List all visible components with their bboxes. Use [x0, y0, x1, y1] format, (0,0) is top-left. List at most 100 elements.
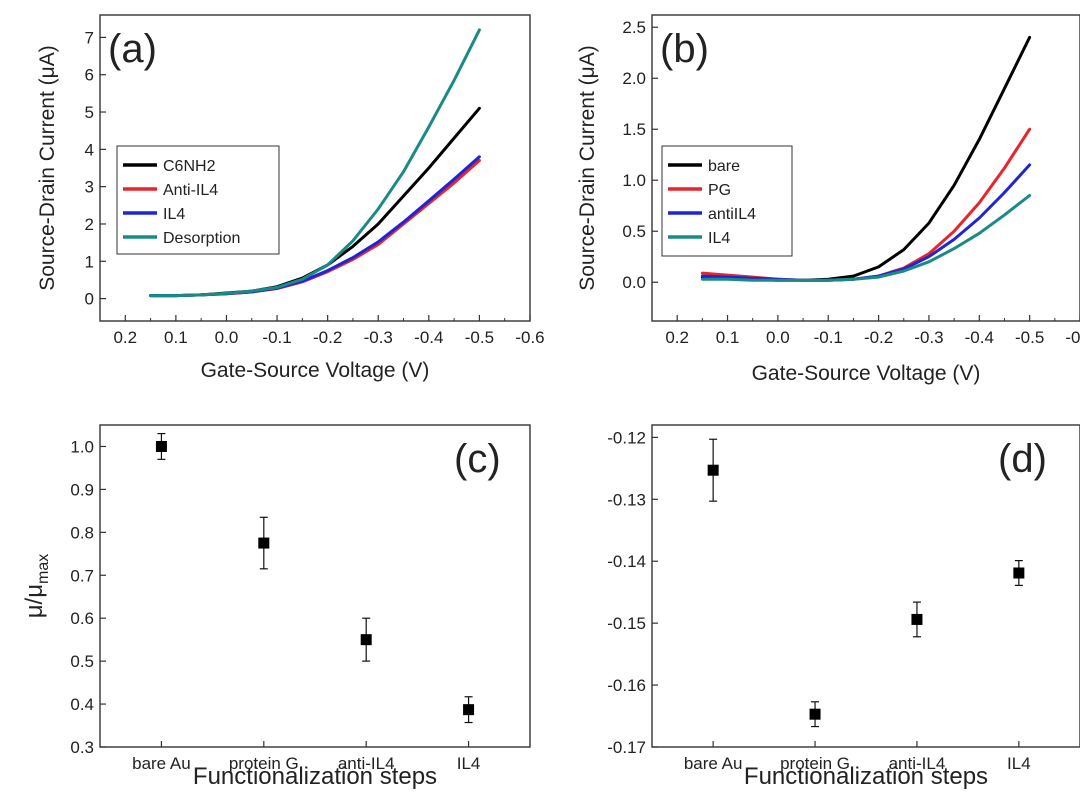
panel-c-points: [155, 432, 475, 724]
panel-d-xlabel: Functionalization steps: [744, 763, 988, 790]
y-tick-label: 3: [85, 178, 94, 197]
x-tick-label: -0.4: [965, 328, 994, 347]
y-tick-label: 0.5: [70, 652, 94, 671]
x-tick-label: -0.4: [414, 328, 443, 347]
x-tick-label: -0.3: [364, 328, 393, 347]
y-tick-label: 0.0: [622, 273, 646, 292]
x-tick-label: 0.2: [113, 328, 137, 347]
x-tick-label: protein G: [229, 754, 299, 773]
x-tick-label: IL4: [1007, 754, 1031, 773]
y-tick-label: 0: [85, 290, 94, 309]
panel-a-legend: C6NH2 Anti-IL4 IL4 Desorption: [123, 158, 240, 247]
panel-b-series: [700, 35, 1032, 282]
panel-d-ticks: bare Au protein G anti-IL4 IL4 -0.12 -0.13 -0.…: [607, 428, 1030, 773]
y-tick-label: 0.3: [70, 738, 94, 757]
legend-label: IL4: [163, 206, 185, 223]
legend-label: bare: [708, 158, 740, 175]
panel-a-xlabel: Gate-Source Voltage (V): [201, 359, 430, 382]
x-tick-label: IL4: [457, 754, 481, 773]
legend-label: antiIL4: [708, 206, 756, 223]
panel-a: 0.2 0.1 0.0 -0.1 -0.2 -0.3 -0.4 -0.5 -0.6 0 1 2 3 4 5 6…: [36, 14, 545, 382]
y-tick-label: -0.16: [607, 676, 646, 695]
data-point: [911, 613, 923, 625]
x-tick-label: -0.5: [1015, 328, 1044, 347]
panel-b-legend: bare PG antiIL4 IL4: [668, 158, 756, 247]
panel-b-frame: [651, 14, 1080, 322]
y-tick-label: 5: [85, 103, 94, 122]
y-tick-label: 0.4: [70, 695, 94, 714]
data-point: [155, 440, 167, 452]
x-tick-label: -0.2: [313, 328, 342, 347]
panel-b-label: (b): [660, 27, 709, 71]
legend-label: IL4: [708, 230, 730, 247]
y-tick-label: 7: [85, 28, 94, 47]
x-tick-label: protein G: [780, 754, 850, 773]
data-point: [809, 708, 821, 720]
x-tick-label: -0.6: [515, 328, 544, 347]
panel-a-series: [149, 28, 481, 298]
y-tick-label: 1.0: [70, 437, 94, 456]
x-tick-label: -0.1: [814, 328, 843, 347]
y-tick-label: -0.15: [607, 614, 646, 633]
y-tick-label: 0.8: [70, 523, 94, 542]
x-tick-label: 0.0: [215, 328, 239, 347]
x-tick-label: -0.2: [864, 328, 893, 347]
y-tick-label: 2: [85, 215, 94, 234]
panel-b-xlabel: Gate-Source Voltage (V): [752, 362, 981, 385]
x-tick-label: anti-IL4: [889, 754, 946, 773]
x-tick-label: 0.0: [766, 328, 790, 347]
y-tick-label: -0.17: [607, 738, 646, 757]
legend-label: Anti-IL4: [163, 182, 218, 199]
x-tick-label: 0.2: [665, 328, 689, 347]
panel-c: bare Au protein G anti-IL4 IL4 0.3 0.4 0.5 0.6 0…: [21, 424, 531, 790]
x-tick-label: anti-IL4: [338, 754, 395, 773]
data-point: [707, 464, 719, 476]
panel-c-xlabel: Functionalization steps: [193, 763, 437, 790]
panel-c-ylabel: μ/μmax: [21, 554, 52, 619]
panel-b: 0.2 0.1 0.0 -0.1 -0.2 -0.3 -0.4 -0.5 -0.6 0.0 0.5 1…: [576, 14, 1080, 385]
x-tick-label: 0.1: [716, 328, 740, 347]
x-tick-label: -0.5: [465, 328, 494, 347]
x-tick-label: -0.1: [262, 328, 291, 347]
y-tick-label: 0.6: [70, 609, 94, 628]
series-line-il4: [700, 194, 1032, 282]
y-tick-label: 0.9: [70, 480, 94, 499]
legend-label: PG: [708, 182, 731, 199]
y-tick-label: -0.13: [607, 490, 646, 509]
x-tick-label: 0.1: [164, 328, 188, 347]
x-tick-label: -0.6: [1065, 328, 1080, 347]
y-tick-label: 0.5: [622, 222, 646, 241]
panel-d-label: (d): [998, 437, 1047, 481]
y-tick-label: 4: [85, 140, 94, 159]
panel-b-ticks: 0.2 0.1 0.0 -0.1 -0.2 -0.3 -0.4 -0.5 -0.6 0.0 0.5 1…: [622, 18, 1080, 347]
panel-c-ticks: bare Au protein G anti-IL4 IL4 0.3 0.4 0.5 0.6 0…: [70, 437, 480, 773]
y-tick-label: -0.12: [607, 428, 646, 447]
y-tick-label: 1.5: [622, 120, 646, 139]
y-tick-label: 0.7: [70, 566, 94, 585]
y-tick-label: 1: [85, 252, 94, 271]
x-tick-label: bare Au: [684, 754, 743, 773]
data-point: [360, 634, 372, 646]
x-tick-label: -0.3: [914, 328, 943, 347]
panel-a-label: (a): [108, 27, 157, 71]
panel-b-ylabel: Source-Drain Current (μA): [576, 45, 599, 291]
y-tick-label: 1.0: [622, 171, 646, 190]
panel-c-ylabel-sub: max: [35, 554, 52, 584]
data-point: [1013, 567, 1025, 579]
panel-d-frame: [651, 424, 1080, 748]
panel-d-points: [707, 438, 1025, 728]
series-line-desorption: [149, 28, 481, 298]
panel-a-ylabel: Source-Drain Current (μA): [36, 45, 59, 291]
panel-c-frame: [99, 424, 531, 748]
data-point: [463, 704, 475, 716]
data-point: [258, 537, 270, 549]
panel-a-ticks: 0.2 0.1 0.0 -0.1 -0.2 -0.3 -0.4 -0.5 -0.6 0 1 2 3 4 5 6…: [85, 28, 545, 347]
panel-c-label: (c): [454, 437, 501, 481]
y-tick-label: 2.0: [622, 69, 646, 88]
panel-d: bare Au protein G anti-IL4 IL4 -0.12 -0.13 -0.…: [607, 424, 1080, 790]
legend-label: Desorption: [163, 230, 240, 247]
x-tick-label: bare Au: [132, 754, 191, 773]
y-tick-label: -0.14: [607, 552, 646, 571]
y-tick-label: 6: [85, 66, 94, 85]
